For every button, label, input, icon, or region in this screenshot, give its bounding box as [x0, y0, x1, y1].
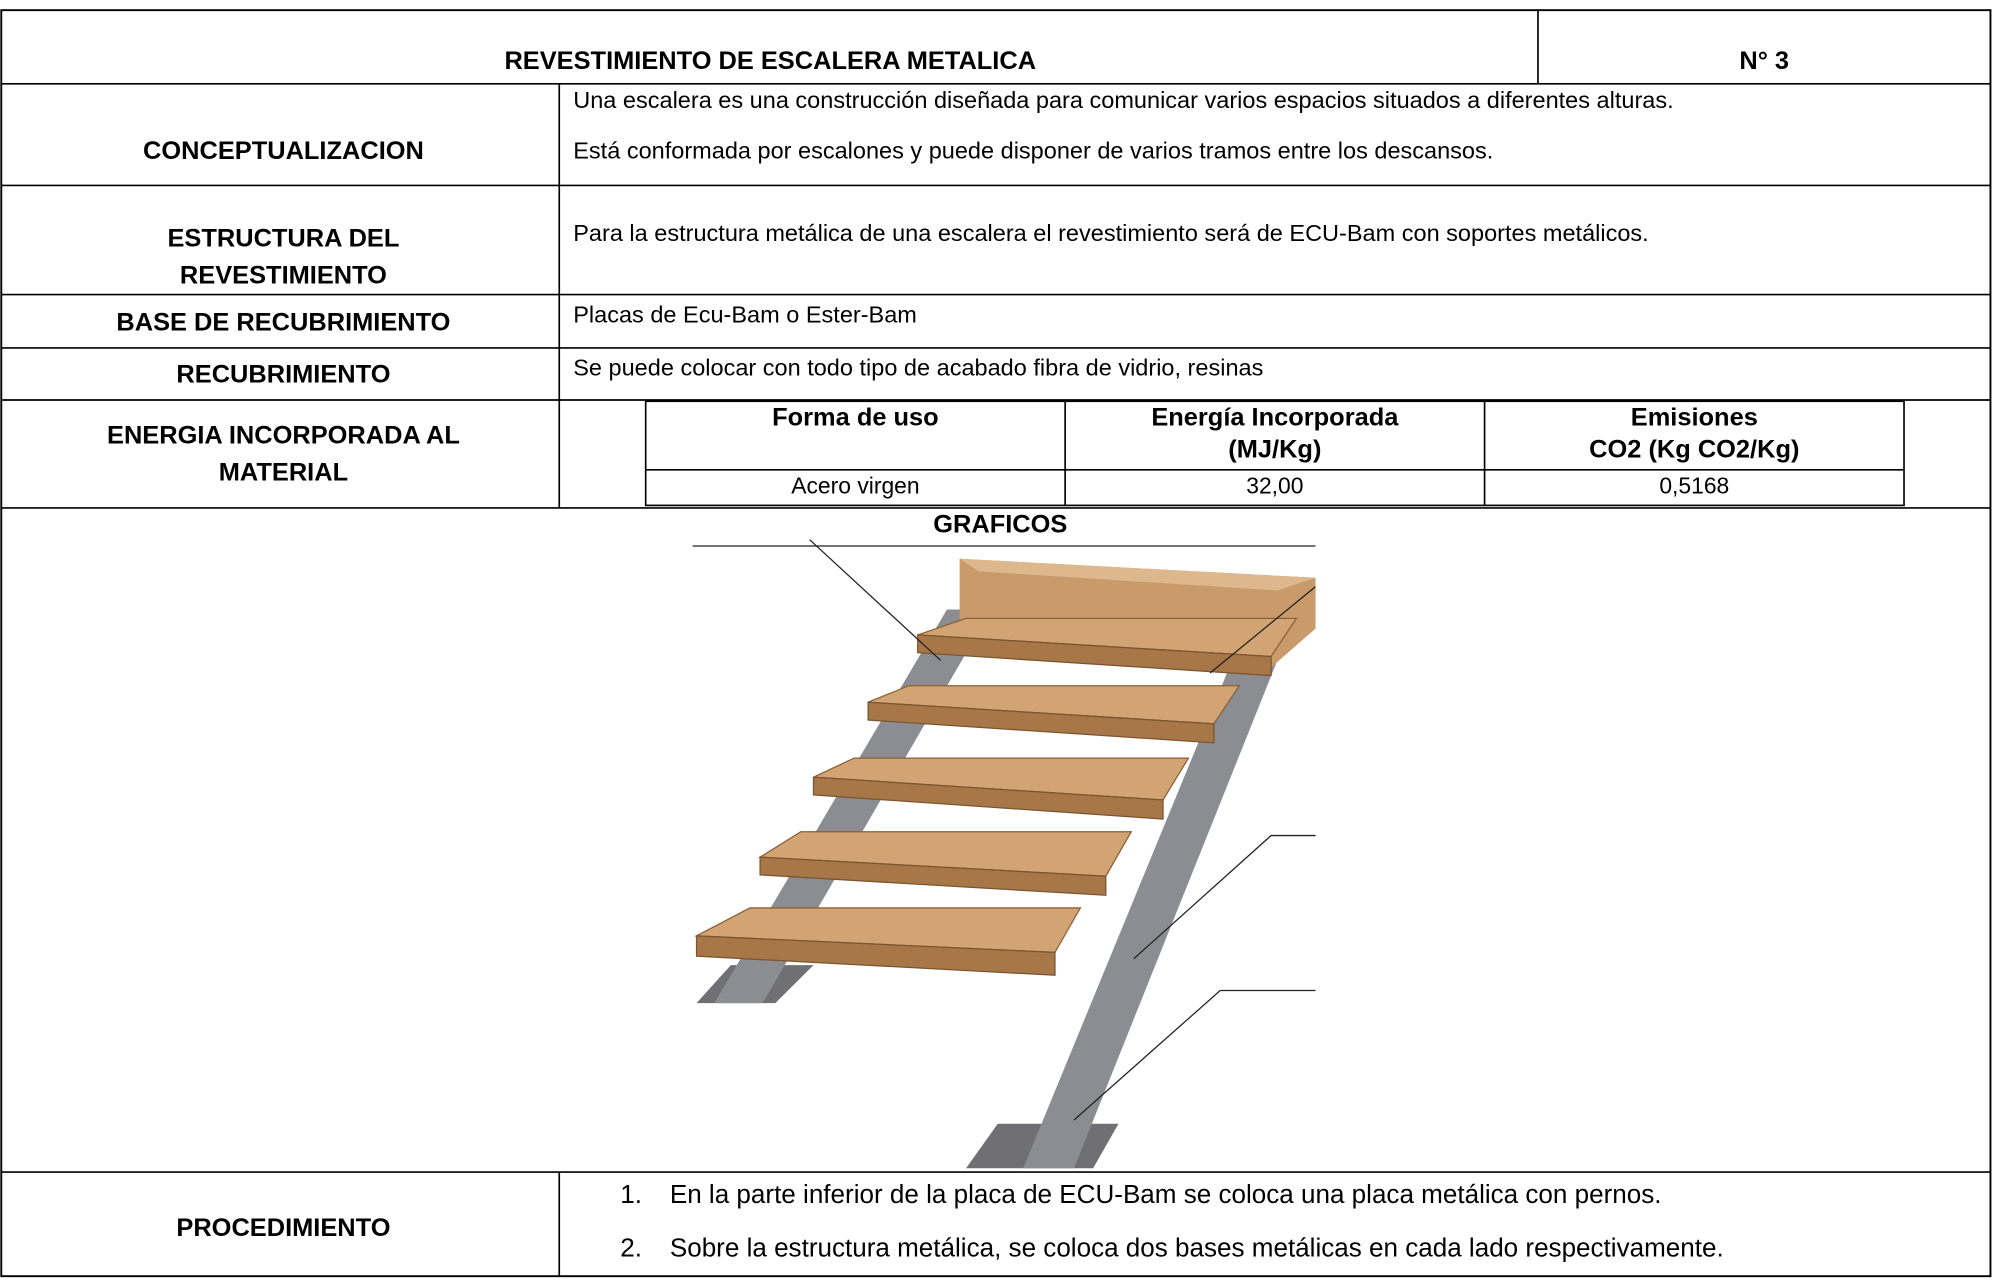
table-cell: 32,00 [1246, 473, 1303, 499]
row-label: ENERGIA INCORPORADA AL [107, 422, 460, 450]
stair-illustration [692, 539, 1316, 1169]
outer-border [0, 9, 1992, 1278]
table-cell: 0,5168 [1659, 473, 1729, 499]
column-header: Forma de uso [772, 404, 939, 432]
row-text: Para la estructura metálica de una escal… [573, 220, 1648, 246]
column-header: (MJ/Kg) [1228, 436, 1321, 464]
row-text: Se puede colocar con todo tipo de acabad… [573, 355, 1263, 381]
row-label: CONCEPTUALIZACION [143, 137, 424, 165]
step-text: En la parte inferior de la placa de ECU-… [670, 1179, 1662, 1209]
row-label: REVESTIMIENTO [180, 262, 387, 290]
column-header: CO2 (Kg CO2/Kg) [1589, 436, 1799, 464]
table-cell: Acero virgen [791, 473, 919, 499]
column-header: Emisiones [1631, 404, 1758, 432]
row-label: PROCEDIMIENTO [176, 1214, 390, 1242]
step-number: 1. [620, 1179, 642, 1209]
row-label: BASE DE RECUBRIMIENTO [116, 309, 450, 337]
step-number: 2. [620, 1232, 642, 1262]
sheet-number: N° 3 [1739, 47, 1789, 75]
step-text: Sobre la estructura metálica, se coloca … [670, 1232, 1724, 1262]
row-text: Placas de Ecu-Bam o Ester-Bam [573, 301, 917, 327]
row-text: Una escalera es una construcción diseñad… [573, 87, 1673, 113]
energy-table: Forma de uso Energía Incorporada (MJ/Kg) Em… [772, 404, 1799, 499]
section-title: GRAFICOS [933, 510, 1067, 538]
row-text: Está conformada por escalones y puede di… [573, 138, 1493, 164]
table-rules [1, 10, 1991, 1277]
row-label: RECUBRIMIENTO [176, 361, 390, 389]
column-header: Energía Incorporada [1151, 404, 1399, 432]
row-label: MATERIAL [219, 458, 348, 486]
row-label: ESTRUCTURA DEL [167, 225, 399, 253]
sheet-title: REVESTIMIENTO DE ESCALERA METALICA [504, 47, 1036, 75]
